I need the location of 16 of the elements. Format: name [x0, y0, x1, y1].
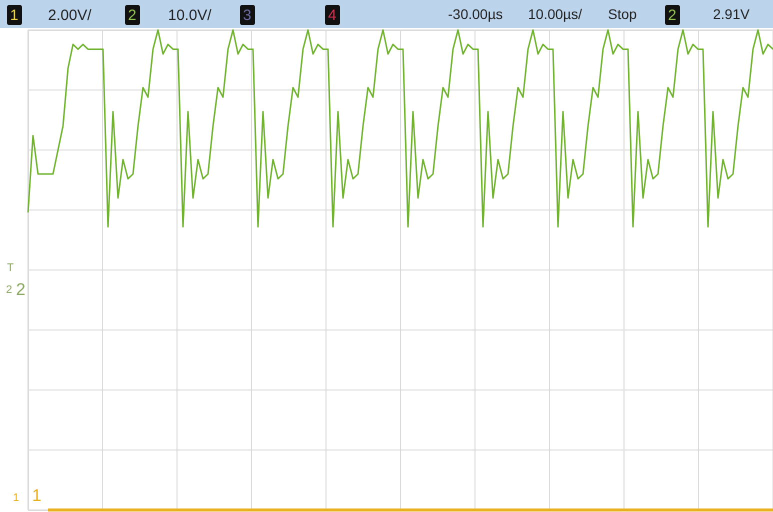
text: 1: [10, 7, 18, 24]
text: -30.00µs: [448, 6, 503, 22]
text: 2.00V/: [48, 7, 92, 24]
text: 2.91V: [713, 6, 750, 22]
text: 2: [6, 284, 12, 296]
text: Stop: [608, 6, 638, 22]
text: 2: [128, 7, 136, 24]
text: 10.00µs/: [528, 6, 582, 22]
text: 2: [668, 7, 676, 24]
text: T: [7, 262, 14, 274]
text: 2: [16, 280, 26, 299]
annotation: 1: [32, 486, 42, 505]
text: 1: [13, 492, 20, 504]
text: 3: [243, 7, 252, 24]
text: 10.0V/: [168, 7, 212, 24]
text: 4: [328, 7, 336, 24]
